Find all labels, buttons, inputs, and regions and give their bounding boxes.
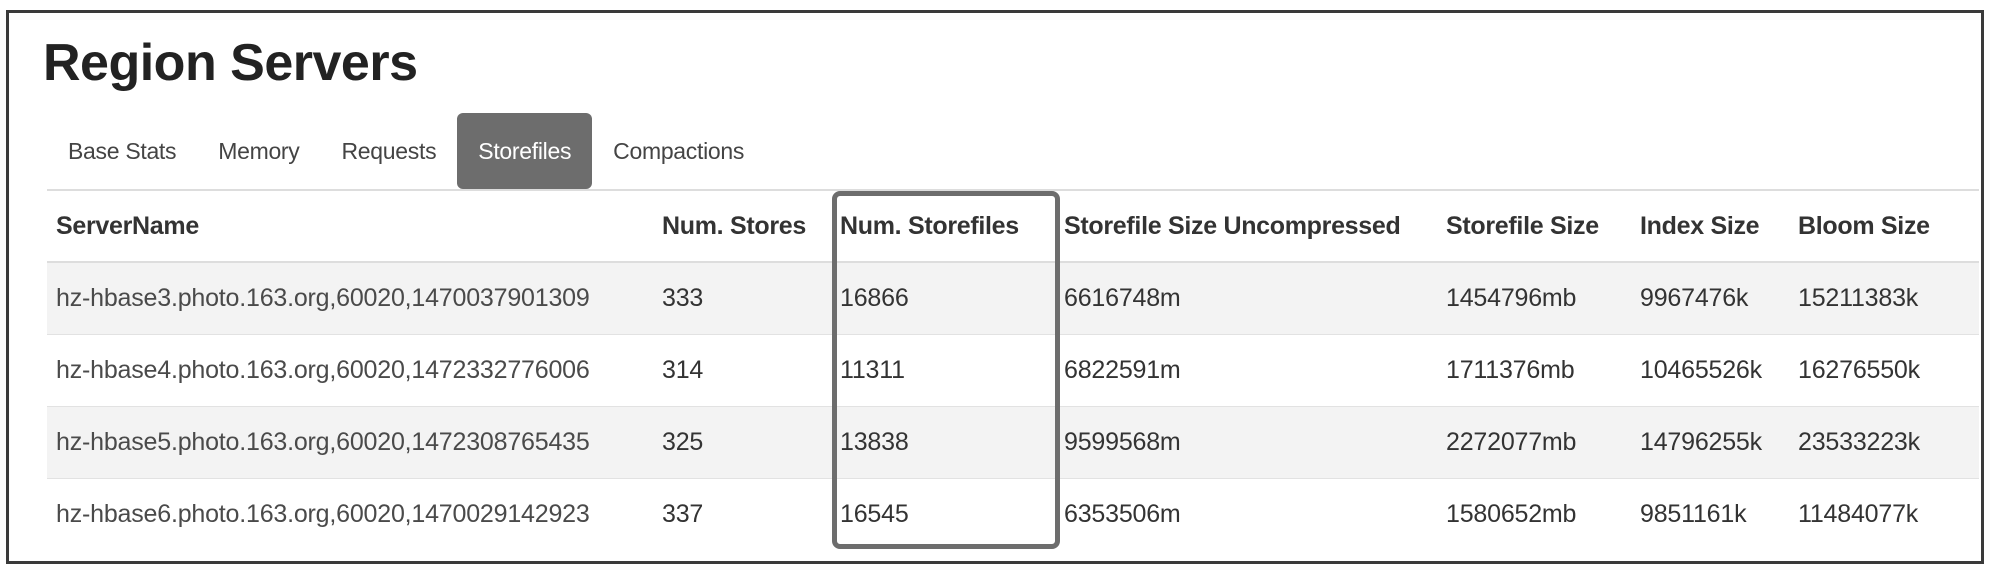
region-servers-panel: Region Servers Base Stats Memory Request… [6, 10, 1984, 564]
table-row: hz-hbase3.photo.163.org,60020,1470037901… [47, 261, 1979, 335]
tab-base-stats[interactable]: Base Stats [68, 137, 177, 164]
storefile-size-cell: 1454796mb [1437, 261, 1631, 335]
tab-requests[interactable]: Requests [341, 137, 437, 164]
num-stores-cell: 325 [653, 406, 831, 479]
table-header-row: ServerName Num. Stores Num. Storefiles S… [47, 191, 1979, 263]
bloom-size-cell: 11484077k [1789, 478, 1979, 550]
bloom-size-cell: 23533223k [1789, 406, 1979, 479]
tab-bar: Base Stats Memory Requests Storefiles Co… [47, 113, 765, 189]
storefile-size-uncompressed-cell: 6822591m [1055, 334, 1437, 407]
page-title: Region Servers [43, 34, 418, 92]
column-header-index-size[interactable]: Index Size [1631, 191, 1789, 263]
num-stores-cell: 337 [653, 478, 831, 550]
server-name-cell[interactable]: hz-hbase6.photo.163.org,60020,1470029142… [47, 478, 653, 550]
tab-divider [47, 189, 1979, 191]
column-header-bloom-size[interactable]: Bloom Size [1789, 191, 1979, 263]
storefile-size-cell: 1711376mb [1437, 334, 1631, 407]
region-servers-table: ServerName Num. Stores Num. Storefiles S… [47, 191, 1979, 550]
tab-storefiles[interactable]: Storefiles [457, 113, 593, 189]
bloom-size-cell: 16276550k [1789, 334, 1979, 407]
index-size-cell: 9851161k [1631, 478, 1789, 550]
storefile-size-cell: 1580652mb [1437, 478, 1631, 550]
server-name-cell[interactable]: hz-hbase3.photo.163.org,60020,1470037901… [47, 261, 653, 335]
storefile-size-uncompressed-cell: 9599568m [1055, 406, 1437, 479]
storefile-size-uncompressed-cell: 6616748m [1055, 261, 1437, 335]
index-size-cell: 9967476k [1631, 261, 1789, 335]
storefile-size-uncompressed-cell: 6353506m [1055, 478, 1437, 550]
index-size-cell: 10465526k [1631, 334, 1789, 407]
server-name-cell[interactable]: hz-hbase5.photo.163.org,60020,1472308765… [47, 406, 653, 479]
table-row: hz-hbase5.photo.163.org,60020,1472308765… [47, 406, 1979, 479]
table-row: hz-hbase4.photo.163.org,60020,1472332776… [47, 334, 1979, 407]
column-header-servername[interactable]: ServerName [47, 191, 653, 263]
column-header-num-stores[interactable]: Num. Stores [653, 191, 831, 263]
num-stores-cell: 314 [653, 334, 831, 407]
tab-memory[interactable]: Memory [218, 137, 300, 164]
num-storefiles-cell: 11311 [831, 334, 1055, 407]
num-storefiles-cell: 13838 [831, 406, 1055, 479]
bloom-size-cell: 15211383k [1789, 261, 1979, 335]
column-header-num-storefiles[interactable]: Num. Storefiles [831, 191, 1055, 263]
num-stores-cell: 333 [653, 261, 831, 335]
table-row: hz-hbase6.photo.163.org,60020,1470029142… [47, 478, 1979, 550]
num-storefiles-cell: 16545 [831, 478, 1055, 550]
num-storefiles-cell: 16866 [831, 261, 1055, 335]
index-size-cell: 14796255k [1631, 406, 1789, 479]
column-header-storefile-size-uncompressed[interactable]: Storefile Size Uncompressed [1055, 191, 1437, 263]
tab-compactions[interactable]: Compactions [613, 137, 745, 164]
column-header-storefile-size[interactable]: Storefile Size [1437, 191, 1631, 263]
server-name-cell[interactable]: hz-hbase4.photo.163.org,60020,1472332776… [47, 334, 653, 407]
storefile-size-cell: 2272077mb [1437, 406, 1631, 479]
